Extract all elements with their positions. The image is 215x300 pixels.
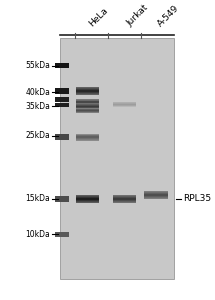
FancyBboxPatch shape bbox=[76, 99, 99, 100]
FancyBboxPatch shape bbox=[76, 87, 99, 88]
FancyBboxPatch shape bbox=[113, 106, 137, 107]
FancyBboxPatch shape bbox=[76, 135, 99, 136]
FancyBboxPatch shape bbox=[76, 137, 99, 138]
Text: 25kDa: 25kDa bbox=[26, 131, 50, 140]
FancyBboxPatch shape bbox=[144, 192, 168, 193]
FancyBboxPatch shape bbox=[76, 102, 99, 103]
FancyBboxPatch shape bbox=[76, 202, 99, 203]
FancyBboxPatch shape bbox=[144, 194, 168, 195]
FancyBboxPatch shape bbox=[76, 100, 99, 101]
FancyBboxPatch shape bbox=[76, 201, 99, 202]
FancyBboxPatch shape bbox=[76, 139, 99, 140]
FancyBboxPatch shape bbox=[76, 108, 99, 109]
Text: 40kDa: 40kDa bbox=[25, 88, 50, 97]
Text: A-549: A-549 bbox=[156, 3, 181, 28]
FancyBboxPatch shape bbox=[76, 195, 99, 196]
FancyBboxPatch shape bbox=[76, 136, 99, 137]
FancyBboxPatch shape bbox=[76, 134, 99, 135]
FancyBboxPatch shape bbox=[76, 93, 99, 94]
FancyBboxPatch shape bbox=[76, 196, 99, 197]
Text: RPL35: RPL35 bbox=[183, 194, 212, 203]
FancyBboxPatch shape bbox=[76, 109, 99, 110]
FancyBboxPatch shape bbox=[76, 88, 99, 89]
FancyBboxPatch shape bbox=[144, 193, 168, 194]
FancyBboxPatch shape bbox=[144, 191, 168, 192]
FancyBboxPatch shape bbox=[76, 107, 99, 108]
FancyBboxPatch shape bbox=[113, 199, 137, 200]
FancyBboxPatch shape bbox=[76, 89, 99, 90]
FancyBboxPatch shape bbox=[113, 200, 137, 201]
FancyBboxPatch shape bbox=[113, 195, 137, 196]
FancyBboxPatch shape bbox=[144, 196, 168, 197]
FancyBboxPatch shape bbox=[113, 201, 137, 202]
FancyBboxPatch shape bbox=[76, 198, 99, 199]
FancyBboxPatch shape bbox=[113, 103, 137, 104]
Text: HeLa: HeLa bbox=[88, 6, 110, 28]
FancyBboxPatch shape bbox=[76, 103, 99, 104]
FancyBboxPatch shape bbox=[76, 112, 99, 113]
FancyBboxPatch shape bbox=[76, 199, 99, 200]
FancyBboxPatch shape bbox=[76, 111, 99, 112]
FancyBboxPatch shape bbox=[76, 94, 99, 95]
FancyBboxPatch shape bbox=[113, 105, 137, 106]
FancyBboxPatch shape bbox=[144, 195, 168, 196]
FancyBboxPatch shape bbox=[76, 105, 99, 106]
FancyBboxPatch shape bbox=[76, 104, 99, 105]
FancyBboxPatch shape bbox=[76, 91, 99, 92]
FancyBboxPatch shape bbox=[76, 197, 99, 198]
Text: 10kDa: 10kDa bbox=[26, 230, 50, 238]
FancyBboxPatch shape bbox=[55, 88, 69, 94]
FancyBboxPatch shape bbox=[55, 97, 69, 102]
FancyBboxPatch shape bbox=[55, 63, 69, 68]
FancyBboxPatch shape bbox=[113, 196, 137, 197]
FancyBboxPatch shape bbox=[76, 200, 99, 201]
FancyBboxPatch shape bbox=[144, 197, 168, 198]
FancyBboxPatch shape bbox=[60, 38, 174, 279]
FancyBboxPatch shape bbox=[113, 102, 137, 103]
FancyBboxPatch shape bbox=[55, 103, 69, 107]
FancyBboxPatch shape bbox=[55, 196, 69, 202]
FancyBboxPatch shape bbox=[76, 138, 99, 139]
FancyBboxPatch shape bbox=[76, 110, 99, 111]
FancyBboxPatch shape bbox=[76, 92, 99, 93]
Text: Jurkat: Jurkat bbox=[125, 3, 150, 28]
FancyBboxPatch shape bbox=[76, 104, 99, 105]
Text: 35kDa: 35kDa bbox=[25, 102, 50, 111]
FancyBboxPatch shape bbox=[144, 198, 168, 199]
FancyBboxPatch shape bbox=[55, 232, 69, 237]
Text: 55kDa: 55kDa bbox=[25, 61, 50, 70]
FancyBboxPatch shape bbox=[113, 197, 137, 198]
FancyBboxPatch shape bbox=[76, 140, 99, 141]
FancyBboxPatch shape bbox=[76, 101, 99, 102]
FancyBboxPatch shape bbox=[113, 202, 137, 203]
FancyBboxPatch shape bbox=[113, 198, 137, 199]
FancyBboxPatch shape bbox=[113, 104, 137, 105]
FancyBboxPatch shape bbox=[76, 108, 99, 109]
Text: 15kDa: 15kDa bbox=[26, 194, 50, 203]
FancyBboxPatch shape bbox=[76, 106, 99, 107]
FancyBboxPatch shape bbox=[76, 90, 99, 91]
FancyBboxPatch shape bbox=[76, 103, 99, 104]
FancyBboxPatch shape bbox=[55, 134, 69, 140]
